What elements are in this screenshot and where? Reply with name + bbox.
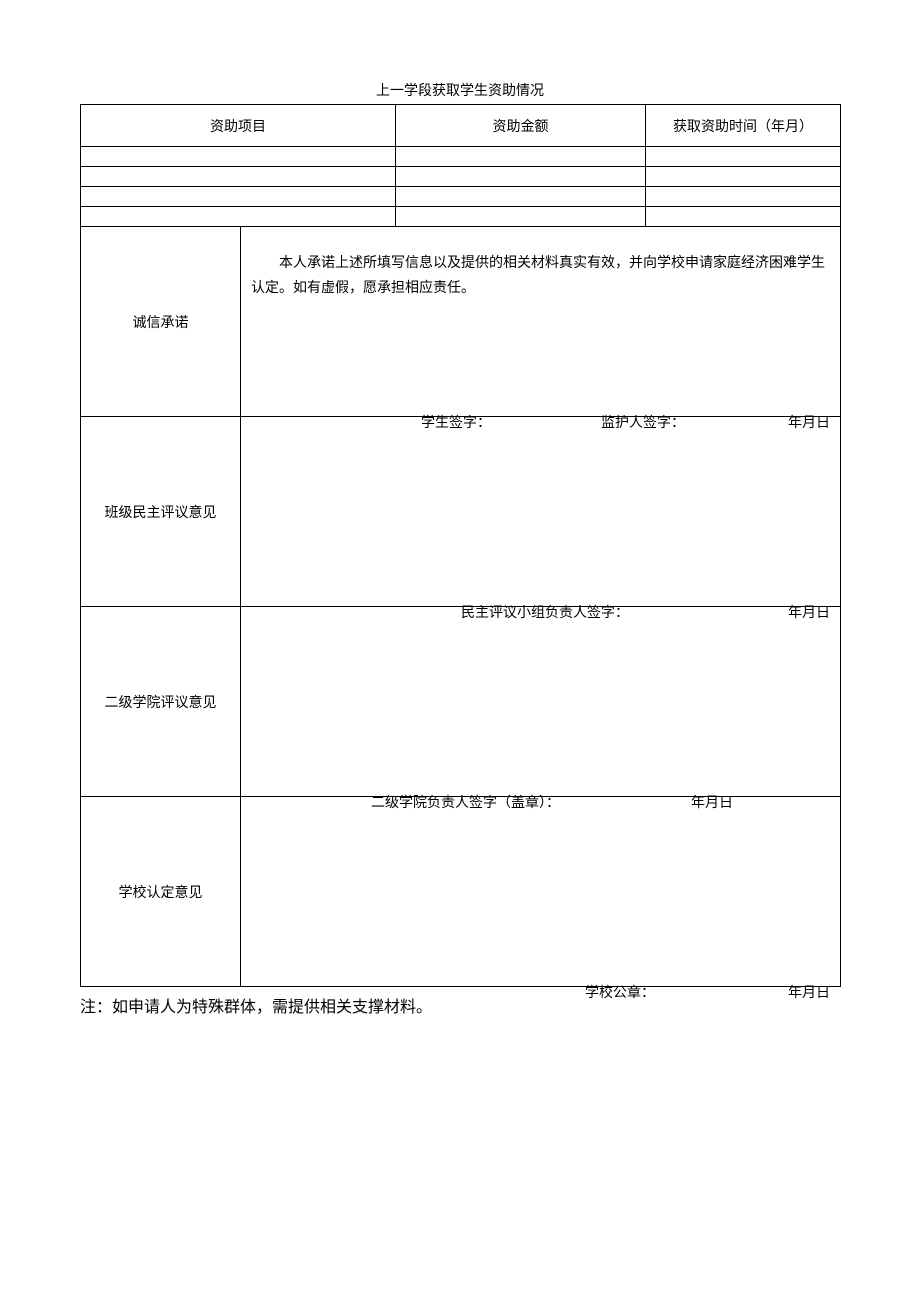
table-row xyxy=(81,147,841,167)
commitment-text: 本人承诺上述所填写信息以及提供的相关材料真实有效，并向学校申请家庭经济困难学生认… xyxy=(241,227,840,301)
header-col-project: 资助项目 xyxy=(81,105,396,147)
cell-amount xyxy=(396,167,646,187)
funding-table: 资助项目 资助金额 获取资助时间（年月） 诚信承诺 本人承诺上述所填写信息以及提… xyxy=(80,104,841,987)
commitment-label: 诚信承诺 xyxy=(81,227,241,417)
cell-project xyxy=(81,147,396,167)
cell-project xyxy=(81,167,396,187)
school-review-row: 学校认定意见 学校公章： 年月日 xyxy=(81,797,841,987)
school-review-label: 学校认定意见 xyxy=(81,797,241,987)
table-row xyxy=(81,207,841,227)
college-review-label: 二级学院评议意见 xyxy=(81,607,241,797)
class-review-label: 班级民主评议意见 xyxy=(81,417,241,607)
cell-time xyxy=(646,167,841,187)
school-review-content: 学校公章： 年月日 xyxy=(241,797,841,987)
cell-amount xyxy=(396,187,646,207)
college-review-content: 二级学院负责人签字（盖章）： 年月日 xyxy=(241,607,841,797)
class-review-row: 班级民主评议意见 民主评议小组负责人签字： 年月日 xyxy=(81,417,841,607)
commitment-content: 本人承诺上述所填写信息以及提供的相关材料真实有效，并向学校申请家庭经济困难学生认… xyxy=(241,227,841,417)
school-seal-label: 学校公章： xyxy=(585,982,655,1002)
cell-time xyxy=(646,147,841,167)
school-review-date-label: 年月日 xyxy=(788,982,830,1002)
cell-time xyxy=(646,207,841,227)
section-title: 上一学段获取学生资助情况 xyxy=(80,80,840,100)
header-col-amount: 资助金额 xyxy=(396,105,646,147)
table-row xyxy=(81,167,841,187)
class-review-content: 民主评议小组负责人签字： 年月日 xyxy=(241,417,841,607)
table-header-row: 资助项目 资助金额 获取资助时间（年月） xyxy=(81,105,841,147)
cell-project xyxy=(81,207,396,227)
cell-time xyxy=(646,187,841,207)
footnote: 注：如申请人为特殊群体，需提供相关支撑材料。 xyxy=(80,993,840,1017)
commitment-row: 诚信承诺 本人承诺上述所填写信息以及提供的相关材料真实有效，并向学校申请家庭经济… xyxy=(81,227,841,417)
cell-amount xyxy=(396,147,646,167)
college-review-row: 二级学院评议意见 二级学院负责人签字（盖章）： 年月日 xyxy=(81,607,841,797)
header-col-time: 获取资助时间（年月） xyxy=(646,105,841,147)
table-row xyxy=(81,187,841,207)
cell-project xyxy=(81,187,396,207)
cell-amount xyxy=(396,207,646,227)
